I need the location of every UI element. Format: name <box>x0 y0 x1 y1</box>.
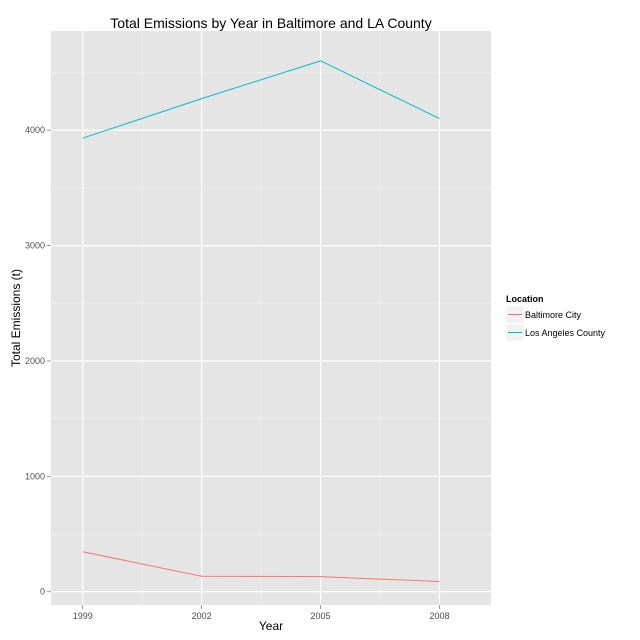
x-tick-label: 2005 <box>311 611 331 621</box>
legend-items: Baltimore City Los Angeles County <box>505 305 606 342</box>
x-tick-label: 2008 <box>429 611 449 621</box>
legend: Location Baltimore City Los Angeles Count… <box>505 294 606 342</box>
x-axis-ticks: 1999 2002 2005 2008 <box>73 605 449 621</box>
chart-title: Total Emissions by Year in Baltimore and… <box>110 15 431 31</box>
legend-label: Los Angeles County <box>525 328 606 338</box>
x-axis-title: Year <box>259 619 283 633</box>
series-line <box>82 60 440 139</box>
x-tick-label: 2002 <box>192 611 212 621</box>
x-tick-label: 1999 <box>73 611 93 621</box>
y-tick-label: 0 <box>40 587 45 597</box>
plot-panel <box>51 31 491 605</box>
series-lines <box>82 60 440 583</box>
y-tick-label: 4000 <box>25 125 45 135</box>
y-tick-label: 3000 <box>25 241 45 251</box>
y-axis-title: Total Emissions (t) <box>9 269 23 367</box>
y-tick-label: 2000 <box>25 356 45 366</box>
y-tick-label: 1000 <box>25 471 45 481</box>
legend-label: Baltimore City <box>525 310 582 320</box>
y-axis-ticks: 0 1000 2000 3000 4000 <box>25 125 51 597</box>
legend-title: Location <box>506 294 544 304</box>
series-line <box>82 551 440 583</box>
major-gridlines <box>51 31 491 605</box>
minor-gridlines <box>51 31 491 605</box>
